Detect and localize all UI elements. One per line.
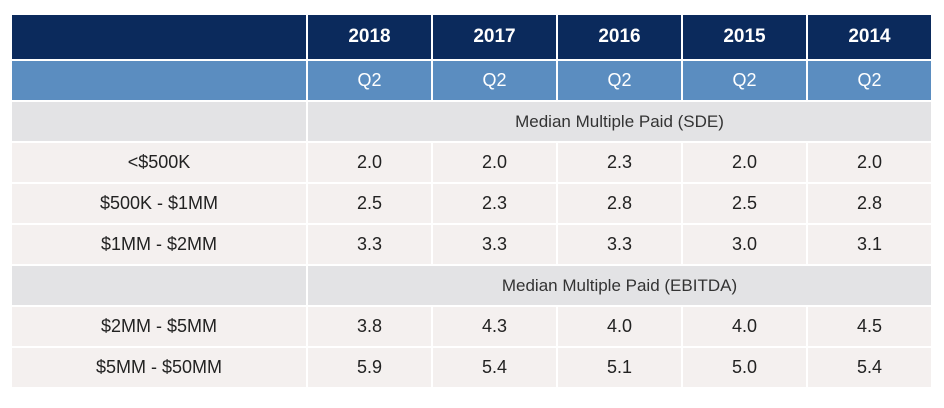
row-label: <$500K <box>12 143 306 182</box>
row-label: $1MM - $2MM <box>12 225 306 264</box>
section-title: Median Multiple Paid (SDE) <box>308 102 931 141</box>
table-row: $5MM - $50MM 5.9 5.4 5.1 5.0 5.4 <box>12 348 931 387</box>
header-corner-cell <box>12 15 306 59</box>
value-cell: 5.4 <box>433 348 556 387</box>
section-title: Median Multiple Paid (EBITDA) <box>308 266 931 305</box>
table-row: <$500K 2.0 2.0 2.3 2.0 2.0 <box>12 143 931 182</box>
quarter-header: Q2 <box>433 61 556 100</box>
year-header-2014: 2014 <box>808 15 931 59</box>
value-cell: 3.3 <box>558 225 681 264</box>
table-row: $500K - $1MM 2.5 2.3 2.8 2.5 2.8 <box>12 184 931 223</box>
row-label: $5MM - $50MM <box>12 348 306 387</box>
section-header-row: Median Multiple Paid (EBITDA) <box>12 266 931 305</box>
section-blank-cell <box>12 266 306 305</box>
value-cell: 5.1 <box>558 348 681 387</box>
value-cell: 3.3 <box>433 225 556 264</box>
value-cell: 4.0 <box>683 307 806 346</box>
row-label: $2MM - $5MM <box>12 307 306 346</box>
value-cell: 5.4 <box>808 348 931 387</box>
quarter-header: Q2 <box>808 61 931 100</box>
value-cell: 4.0 <box>558 307 681 346</box>
value-cell: 4.3 <box>433 307 556 346</box>
quarter-header: Q2 <box>308 61 431 100</box>
quarter-header: Q2 <box>683 61 806 100</box>
value-cell: 2.3 <box>558 143 681 182</box>
value-cell: 3.3 <box>308 225 431 264</box>
value-cell: 2.0 <box>308 143 431 182</box>
value-cell: 2.8 <box>558 184 681 223</box>
year-header-row: 2018 2017 2016 2015 2014 <box>12 15 931 59</box>
quarter-corner-cell <box>12 61 306 100</box>
value-cell: 3.0 <box>683 225 806 264</box>
value-cell: 2.0 <box>808 143 931 182</box>
section-header-row: Median Multiple Paid (SDE) <box>12 102 931 141</box>
year-header-2018: 2018 <box>308 15 431 59</box>
multiples-table: 2018 2017 2016 2015 2014 Q2 Q2 Q2 Q2 Q2 Median Mul… <box>10 13 933 389</box>
year-header-2015: 2015 <box>683 15 806 59</box>
value-cell: 2.0 <box>683 143 806 182</box>
quarter-header-row: Q2 Q2 Q2 Q2 Q2 <box>12 61 931 100</box>
value-cell: 2.5 <box>308 184 431 223</box>
section-blank-cell <box>12 102 306 141</box>
table-row: $1MM - $2MM 3.3 3.3 3.3 3.0 3.1 <box>12 225 931 264</box>
value-cell: 2.0 <box>433 143 556 182</box>
table-row: $2MM - $5MM 3.8 4.3 4.0 4.0 4.5 <box>12 307 931 346</box>
quarter-header: Q2 <box>558 61 681 100</box>
year-header-2016: 2016 <box>558 15 681 59</box>
value-cell: 2.8 <box>808 184 931 223</box>
value-cell: 5.9 <box>308 348 431 387</box>
value-cell: 2.3 <box>433 184 556 223</box>
row-label: $500K - $1MM <box>12 184 306 223</box>
value-cell: 4.5 <box>808 307 931 346</box>
year-header-2017: 2017 <box>433 15 556 59</box>
value-cell: 2.5 <box>683 184 806 223</box>
value-cell: 3.8 <box>308 307 431 346</box>
value-cell: 3.1 <box>808 225 931 264</box>
value-cell: 5.0 <box>683 348 806 387</box>
